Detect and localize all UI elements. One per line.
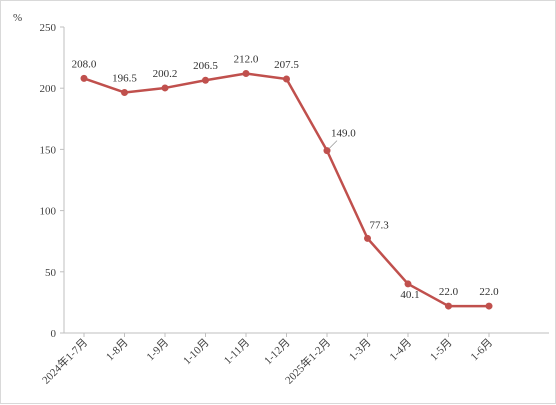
x-axis: [64, 332, 549, 337]
series-line: [83, 72, 489, 308]
data-point: [242, 70, 250, 78]
y-tick-label: 150: [40, 144, 57, 156]
y-tick-label: 100: [40, 206, 57, 218]
data-label: 77.3: [370, 219, 390, 231]
data-point: [80, 74, 88, 82]
x-tick-label: 1-5月: [428, 337, 455, 364]
data-point: [283, 75, 290, 83]
x-tick-label: 1-12月: [262, 337, 293, 368]
x-tick-label: 1-10月: [181, 337, 212, 368]
data-point: [364, 234, 371, 242]
data-labels: 208.0 196.5 200.2 206.5 212.0 207.5 149.0 77.3 4…: [72, 54, 500, 301]
data-point: [404, 280, 412, 288]
data-point: [202, 76, 209, 84]
data-label: 196.5: [112, 72, 137, 84]
y-tick-label: 50: [45, 267, 57, 279]
data-label: 149.0: [331, 128, 356, 140]
x-tick-label: 1-4月: [387, 337, 414, 364]
data-point: [323, 147, 331, 155]
data-points: [80, 70, 493, 310]
data-label: 208.0: [72, 58, 97, 70]
x-tick-label: 1-9月: [144, 337, 171, 364]
y-axis: 0 50 100 150 200 250: [40, 22, 65, 340]
y-tick-label: 200: [40, 83, 57, 95]
x-tick-label: 1-8月: [104, 337, 131, 364]
x-tick-label: 1-6月: [468, 337, 495, 364]
data-point: [161, 84, 169, 92]
data-label: 207.5: [274, 59, 299, 71]
data-label: 22.0: [479, 286, 499, 298]
y-tick-label: 0: [51, 328, 57, 340]
y-tick-label: 250: [40, 22, 57, 34]
x-tick-labels: 2024年1-7月 1-8月 1-9月 1-10月 1-11月 1-12月2025年1-2…: [39, 335, 495, 386]
data-label: 212.0: [234, 54, 259, 66]
data-label: 22.0: [439, 286, 459, 298]
data-label: 206.5: [193, 60, 218, 72]
data-point: [121, 88, 128, 96]
data-label: 200.2: [153, 68, 178, 80]
data-label: 40.1: [400, 289, 419, 301]
x-tick-label: 1-11月: [222, 337, 252, 367]
x-tick-label: 1-3月: [347, 337, 374, 364]
data-point: [445, 302, 452, 310]
x-tick-label: 2024年1-7月: [39, 335, 90, 386]
y-unit-label: %: [13, 12, 22, 24]
series-line-group: [83, 72, 489, 308]
leader-line: [328, 140, 338, 149]
data-point: [485, 302, 493, 310]
